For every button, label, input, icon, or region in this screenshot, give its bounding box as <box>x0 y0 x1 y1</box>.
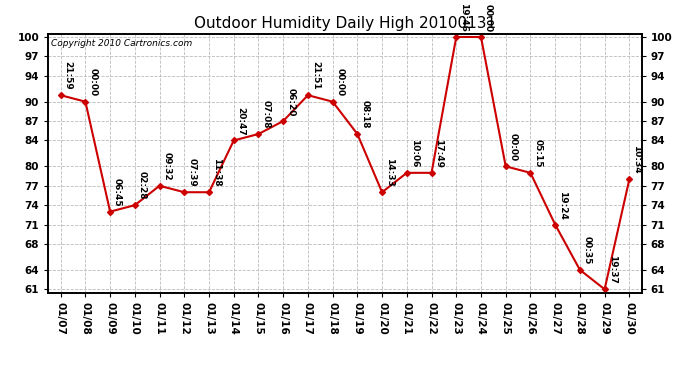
Text: Copyright 2010 Cartronics.com: Copyright 2010 Cartronics.com <box>51 39 193 48</box>
Text: 00:35: 00:35 <box>583 236 592 265</box>
Text: 09:32: 09:32 <box>163 152 172 181</box>
Text: 10:06: 10:06 <box>410 139 419 168</box>
Text: 00:00: 00:00 <box>484 4 493 32</box>
Text: 11:38: 11:38 <box>212 158 221 187</box>
Text: 20:47: 20:47 <box>237 106 246 135</box>
Text: 08:18: 08:18 <box>360 100 369 129</box>
Text: 17:49: 17:49 <box>435 139 444 168</box>
Text: 06:20: 06:20 <box>286 87 295 116</box>
Text: 05:15: 05:15 <box>533 139 542 168</box>
Text: 19:24: 19:24 <box>558 190 567 219</box>
Text: 10:34: 10:34 <box>632 146 641 174</box>
Text: 21:59: 21:59 <box>63 61 72 90</box>
Text: 21:51: 21:51 <box>311 62 320 90</box>
Text: 07:39: 07:39 <box>187 158 196 187</box>
Text: 00:00: 00:00 <box>509 133 518 161</box>
Text: 02:28: 02:28 <box>138 171 147 200</box>
Text: 14:33: 14:33 <box>385 158 394 187</box>
Text: 19:37: 19:37 <box>608 255 617 284</box>
Text: 00:00: 00:00 <box>88 68 97 96</box>
Text: 00:00: 00:00 <box>335 68 344 96</box>
Text: 19:46: 19:46 <box>460 3 469 32</box>
Text: 06:45: 06:45 <box>113 178 122 207</box>
Text: 07:08: 07:08 <box>262 100 270 129</box>
Title: Outdoor Humidity Daily High 20100131: Outdoor Humidity Daily High 20100131 <box>194 16 496 31</box>
